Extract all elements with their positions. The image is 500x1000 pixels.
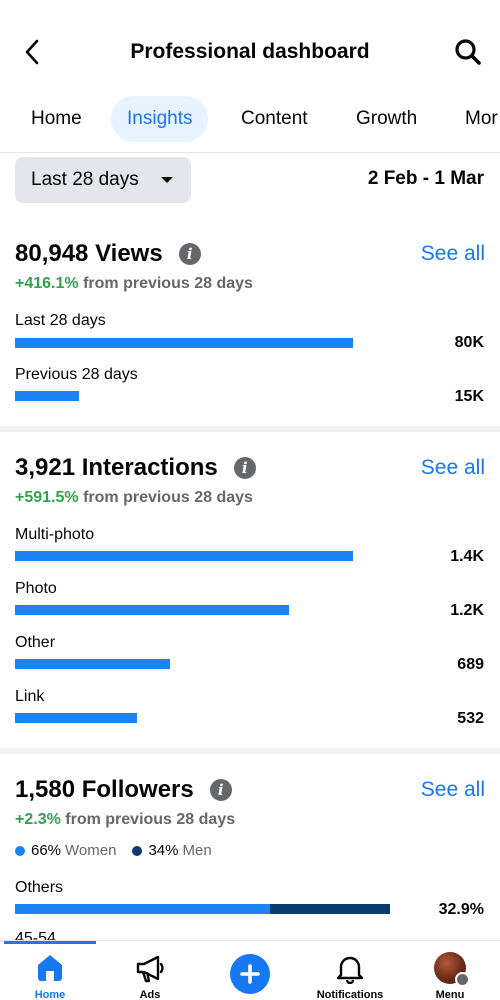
interactions-row-label: Photo [15, 580, 57, 597]
legend-men-label: Men [182, 842, 212, 859]
interactions-delta-text: from previous 28 days [83, 489, 253, 506]
followers-row-label: 45-54 [15, 930, 56, 942]
plus-icon [230, 954, 270, 994]
interactions-row-label: Link [15, 688, 45, 705]
followers-see-all-link[interactable]: See all [420, 778, 485, 801]
legend-women-label: Women [65, 842, 117, 859]
section-divider [0, 748, 500, 754]
home-icon [38, 955, 62, 981]
followers-total: 1,580 Followers [15, 776, 194, 803]
caret-down-icon [161, 177, 173, 183]
legend-dot-women [15, 845, 25, 856]
interactions-delta-pct: +591.5% [15, 489, 79, 506]
followers-delta-text: from previous 28 days [65, 811, 236, 828]
views-row-value: 80K [454, 334, 484, 351]
interactions-delta: +591.5% from previous 28 days [15, 489, 253, 507]
date-range-dropdown-label: Last 28 days [31, 169, 139, 190]
legend-men-pct: 34% [148, 842, 179, 859]
info-icon[interactable]: i [178, 243, 201, 265]
tab-more[interactable]: Mor [465, 108, 498, 129]
search-icon [455, 39, 481, 65]
interactions-row-value: 1.4K [450, 548, 484, 565]
views-row-label: Last 28 days [15, 312, 106, 329]
interactions-total: 3,921 Interactions [15, 454, 218, 481]
legend-women-pct: 66% [31, 842, 62, 859]
views-bar [15, 338, 353, 348]
search-button[interactable] [450, 34, 486, 70]
followers-delta: +2.3% from previous 28 days [15, 811, 235, 829]
interactions-bar [15, 659, 170, 669]
views-row-value: 15K [454, 388, 484, 405]
avatar [434, 952, 470, 987]
tab-insights[interactable]: Insights [111, 96, 209, 142]
views-delta: +416.1% from previous 28 days [15, 275, 253, 293]
nav-ads-label: Ads [139, 989, 161, 1000]
gender-legend: 66% Women 34% Men [15, 842, 212, 859]
nav-menu-label: Menu [435, 989, 465, 1000]
top-bar: Professional dashboard [0, 0, 500, 95]
active-tab-indicator [4, 941, 96, 944]
tab-growth[interactable]: Growth [356, 108, 418, 129]
views-delta-pct: +416.1% [15, 275, 79, 292]
tab-content[interactable]: Content [241, 108, 308, 129]
interactions-heading: 3,921 Interactions i [15, 454, 256, 482]
interactions-row-label: Other [15, 634, 56, 651]
date-range-text: 2 Feb - 1 Mar [367, 168, 484, 189]
interactions-row-value: 689 [457, 656, 484, 673]
followers-bar-men [270, 904, 390, 914]
nav-notifications-label: Notifications [316, 989, 384, 1000]
interactions-bar [15, 605, 289, 615]
nav-home[interactable]: Home [0, 941, 100, 1000]
followers-row-value: 32.9% [438, 901, 484, 918]
bottom-nav: Home Ads Notifications [0, 940, 500, 1000]
bell-icon [336, 956, 364, 984]
views-delta-text: from previous 28 days [83, 275, 253, 292]
tab-bar: Home Insights Content Growth Mor [0, 95, 500, 143]
views-row-label: Previous 28 days [15, 366, 138, 383]
legend-dot-men [132, 845, 143, 856]
date-range-dropdown[interactable]: Last 28 days [15, 157, 191, 203]
info-icon[interactable]: i [233, 457, 256, 479]
views-bar [15, 391, 79, 401]
interactions-row-value: 532 [457, 710, 484, 727]
info-icon[interactable]: i [209, 779, 232, 801]
nav-menu[interactable]: Menu [400, 941, 500, 1000]
nav-home-label: Home [34, 989, 66, 1000]
section-divider [0, 426, 500, 432]
back-button[interactable] [14, 34, 50, 70]
views-total: 80,948 Views [15, 240, 163, 267]
interactions-bar [15, 713, 137, 723]
followers-heading: 1,580 Followers i [15, 776, 232, 804]
page-title: Professional dashboard [130, 40, 370, 63]
interactions-row-label: Multi-photo [15, 526, 95, 543]
interactions-bar [15, 551, 353, 561]
nav-create[interactable] [200, 941, 300, 1000]
nav-notifications[interactable]: Notifications [300, 941, 400, 1000]
views-heading: 80,948 Views i [15, 240, 201, 268]
divider [0, 152, 500, 153]
followers-row-label: Others [15, 879, 64, 896]
nav-ads[interactable]: Ads [100, 941, 200, 1000]
views-see-all-link[interactable]: See all [420, 242, 485, 265]
interactions-see-all-link[interactable]: See all [420, 456, 485, 479]
followers-bar-women [15, 904, 270, 914]
chevron-left-icon [25, 39, 39, 65]
interactions-row-value: 1.2K [450, 602, 484, 619]
megaphone-icon [136, 955, 164, 983]
tab-home[interactable]: Home [31, 108, 82, 129]
menu-badge-icon [455, 972, 470, 987]
followers-delta-pct: +2.3% [15, 811, 61, 828]
